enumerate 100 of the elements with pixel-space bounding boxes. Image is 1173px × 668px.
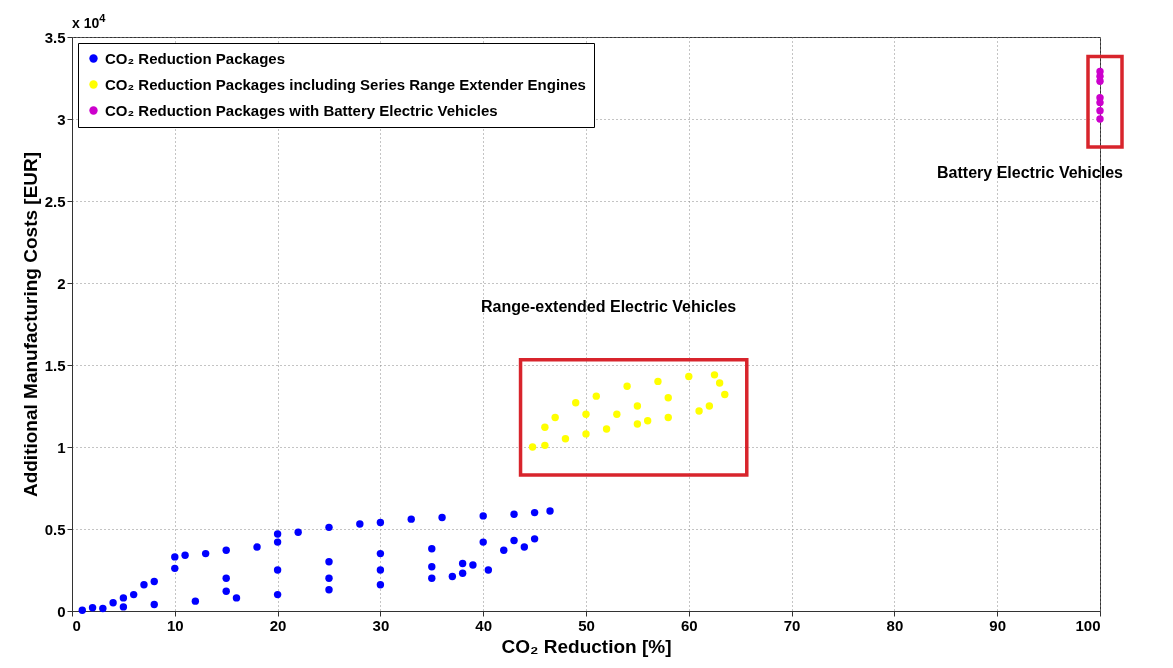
x-tick-label: 60: [680, 616, 698, 634]
point: [582, 410, 590, 418]
point: [551, 413, 559, 422]
point: [510, 536, 518, 545]
point: [664, 413, 672, 422]
point: [171, 553, 179, 561]
point: [561, 435, 570, 443]
point: [685, 372, 693, 381]
point: [273, 530, 282, 538]
point: [572, 399, 580, 407]
point: [428, 563, 436, 571]
x-tick-label: 80: [886, 616, 904, 634]
x-axis-title: CO₂ Reduction [%]: [501, 635, 672, 657]
point: [633, 402, 642, 410]
point: [150, 600, 158, 609]
point: [510, 510, 518, 518]
x-tick-label: 20: [269, 616, 287, 634]
point: [530, 508, 539, 517]
point: [582, 430, 590, 438]
point: [376, 518, 385, 527]
point: [273, 538, 282, 546]
point: [710, 371, 719, 379]
point: [99, 604, 107, 613]
point: [721, 390, 729, 399]
point: [469, 561, 477, 569]
point: [458, 569, 467, 577]
point: [191, 597, 200, 605]
point: [695, 407, 703, 415]
point: [88, 604, 97, 612]
point: [541, 441, 549, 450]
point: [407, 515, 415, 523]
point: [541, 423, 549, 432]
point: [438, 513, 446, 522]
point: [546, 507, 554, 515]
point: [458, 559, 467, 568]
y-tick-label: 0.5: [44, 520, 66, 538]
annotation: Range-extended Electric Vehicles: [481, 297, 737, 315]
point: [376, 549, 385, 558]
point: [129, 590, 138, 599]
y-tick-label: 0: [57, 602, 66, 620]
point: [222, 587, 230, 596]
point: [325, 558, 333, 566]
y-tick-label: 1.5: [44, 356, 66, 374]
y-tick-label: 2.5: [44, 192, 66, 210]
point: [325, 523, 333, 532]
point: [654, 377, 662, 386]
point: [428, 574, 436, 582]
x-tick-label: 10: [166, 616, 184, 634]
x-tick-label: 50: [578, 616, 595, 634]
legend-label: CO₂ Reduction Packages: [105, 49, 286, 67]
x-tick-label: 90: [989, 616, 1007, 634]
point: [222, 574, 230, 582]
point: [479, 512, 487, 520]
point: [232, 594, 241, 602]
legend-label: CO₂ Reduction Packages with Battery Electric Vehicles: [105, 101, 498, 119]
point: [528, 443, 537, 451]
point: [253, 543, 261, 551]
point: [294, 528, 302, 536]
point: [356, 520, 364, 528]
x-tick-label: 70: [783, 616, 801, 634]
point: [623, 382, 631, 391]
point: [705, 402, 714, 410]
point: [171, 564, 179, 573]
point: [500, 546, 508, 555]
point: [592, 392, 600, 400]
point: [325, 574, 333, 582]
x-tick-label: 40: [475, 616, 493, 634]
y-tick-label: 1: [57, 438, 66, 456]
x-tick-label: 30: [372, 616, 390, 634]
point: [448, 572, 457, 581]
point: [140, 581, 148, 589]
point: [428, 544, 436, 553]
point: [715, 379, 724, 387]
point: [520, 543, 529, 551]
point: [479, 538, 487, 546]
point: [325, 585, 333, 594]
point: [78, 606, 86, 614]
y-tick-label: 2: [57, 274, 66, 292]
y-tick-label: 3.5: [44, 28, 66, 46]
point: [273, 590, 282, 599]
point: [150, 577, 158, 586]
point: [181, 551, 189, 559]
point: [273, 566, 282, 574]
point: [664, 394, 672, 402]
point: [1096, 93, 1104, 102]
point: [1096, 107, 1104, 115]
point: [633, 420, 642, 428]
point: [376, 566, 385, 574]
point: [376, 581, 385, 589]
point: [119, 594, 128, 602]
y-axis-title: Additional Manufacturing Costs [EUR]: [19, 151, 41, 498]
y-tick-label: 3: [57, 110, 66, 128]
x-tick-label: 0: [72, 616, 81, 634]
point: [222, 546, 230, 555]
point: [119, 603, 128, 611]
point: [602, 425, 611, 433]
point: [1096, 115, 1104, 123]
point: [201, 549, 210, 558]
point: [109, 599, 117, 607]
point: [613, 410, 621, 418]
